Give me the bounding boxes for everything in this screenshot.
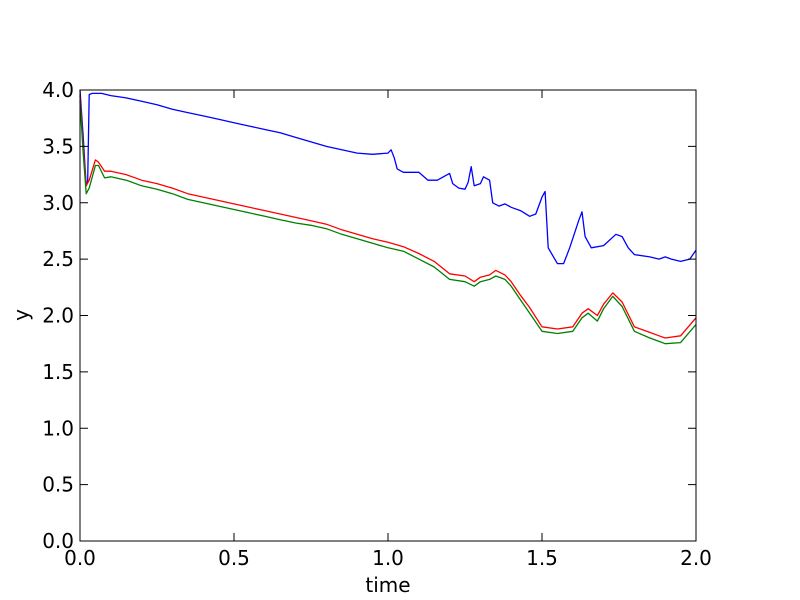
x-tick-label: 1.0 <box>372 546 404 570</box>
x-tick-label: 0.5 <box>218 546 250 570</box>
y-tick-label: 0.5 <box>42 473 74 497</box>
x-tick-label: 1.5 <box>526 546 558 570</box>
series-layer <box>79 89 697 345</box>
series-line-2 <box>79 95 697 339</box>
x-tick-label: 2.0 <box>680 546 712 570</box>
x-tick-label: 0.0 <box>64 546 96 570</box>
y-axis-label: y <box>9 309 33 321</box>
y-tick-label: 0.0 <box>42 529 74 553</box>
y-tick-label: 4.0 <box>42 78 74 102</box>
tick-layer: 0.0 0.5 1.0 1.5 2.0 0.0 0.5 1.0 1.5 2.0 2.5 3.0 3.5 4… <box>42 78 712 570</box>
y-tick-label: 1.5 <box>42 360 74 384</box>
series-line-3 <box>79 101 697 345</box>
plot-area <box>80 90 696 541</box>
y-tick-label: 3.0 <box>42 191 74 215</box>
series-line-1 <box>79 89 697 265</box>
y-tick-label: 3.5 <box>42 134 74 158</box>
y-tick-label: 2.0 <box>42 304 74 328</box>
y-tick-label: 1.0 <box>42 416 74 440</box>
y-tick-label: 2.5 <box>42 247 74 271</box>
x-axis-label: time <box>365 573 410 597</box>
